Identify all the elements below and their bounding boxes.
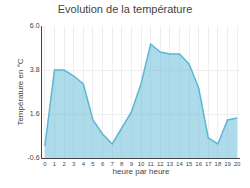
svg-text:3: 3 (72, 161, 76, 167)
svg-text:5: 5 (91, 161, 95, 167)
svg-text:12: 12 (157, 161, 164, 167)
svg-text:3.8: 3.8 (30, 66, 40, 73)
svg-text:1.6: 1.6 (30, 110, 40, 117)
svg-text:15: 15 (186, 161, 193, 167)
svg-text:11: 11 (147, 161, 154, 167)
svg-text:0: 0 (43, 161, 47, 167)
svg-text:10: 10 (138, 161, 145, 167)
svg-text:Evolution de la température: Evolution de la température (58, 3, 193, 15)
svg-text:8: 8 (120, 161, 124, 167)
svg-text:14: 14 (176, 161, 183, 167)
svg-text:17: 17 (205, 161, 212, 167)
svg-text:16: 16 (195, 161, 202, 167)
svg-text:9: 9 (130, 161, 134, 167)
svg-text:Température en °C: Température en °C (16, 58, 25, 125)
svg-text:4: 4 (82, 161, 86, 167)
svg-text:6.0: 6.0 (30, 22, 40, 29)
svg-text:1: 1 (53, 161, 57, 167)
svg-text:19: 19 (224, 161, 231, 167)
svg-text:2: 2 (62, 161, 66, 167)
svg-text:-0.6: -0.6 (28, 154, 40, 161)
svg-text:20: 20 (234, 161, 241, 167)
svg-text:heure par heure: heure par heure (113, 167, 170, 176)
svg-text:7: 7 (110, 161, 114, 167)
svg-text:13: 13 (166, 161, 173, 167)
svg-text:6: 6 (101, 161, 105, 167)
svg-text:18: 18 (215, 161, 222, 167)
